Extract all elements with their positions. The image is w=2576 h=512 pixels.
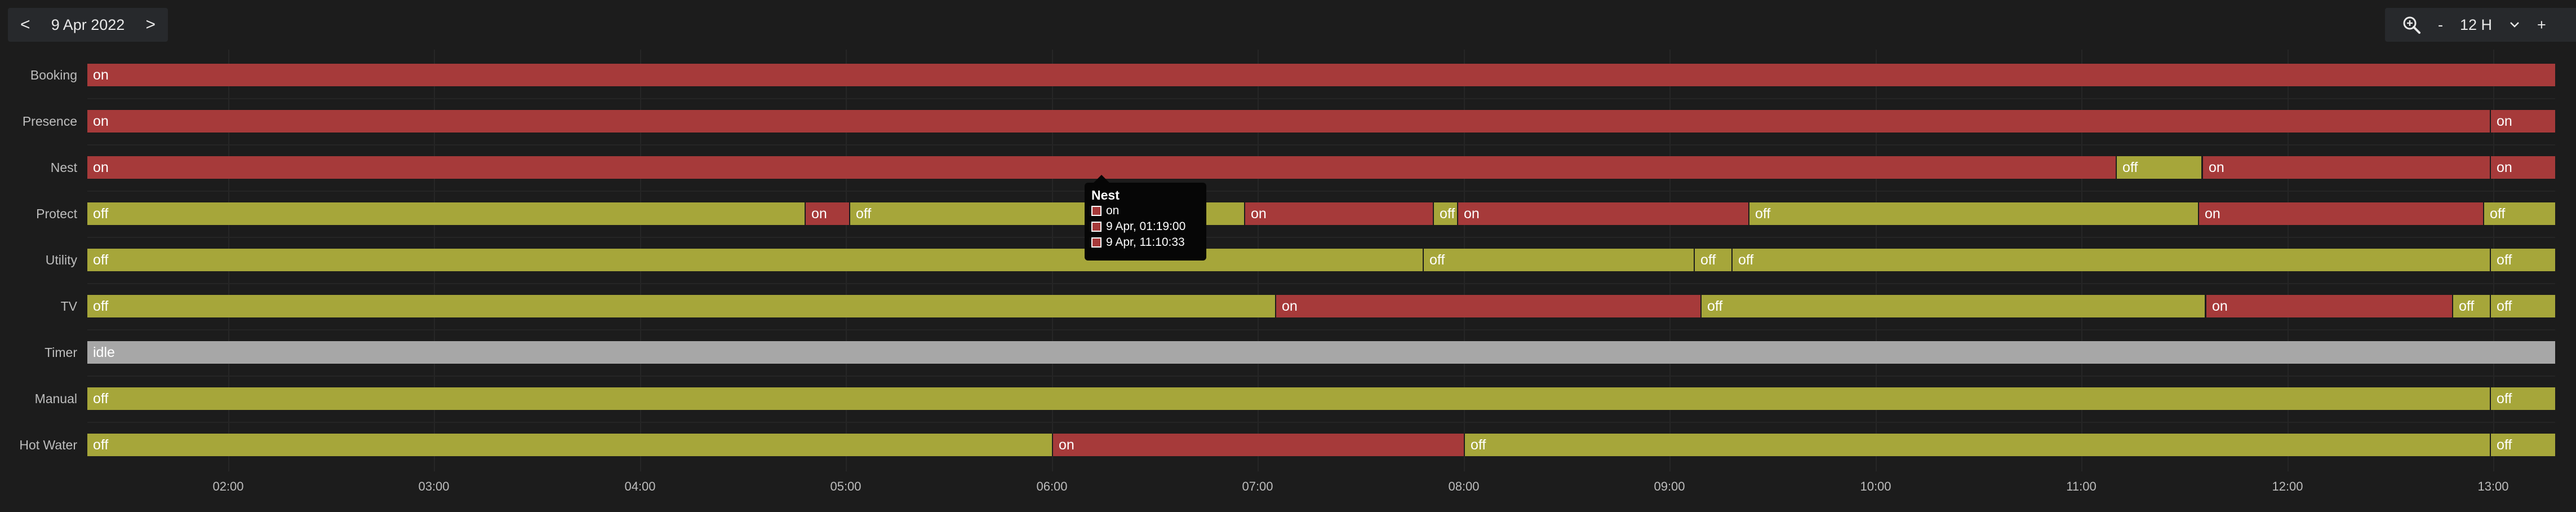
entity-label: Utility (45, 253, 77, 267)
tooltip-state-line: on (1091, 203, 1200, 219)
state-segment[interactable]: on (1244, 202, 1433, 225)
state-segment[interactable]: off (1700, 295, 2205, 317)
time-axis-tick: 06:00 (1036, 479, 1068, 493)
state-segment[interactable]: off (87, 249, 1423, 271)
state-segment[interactable]: off (1433, 202, 1457, 225)
state-segment[interactable]: off (2490, 295, 2555, 317)
row-separator (87, 237, 2555, 238)
zoom-in-magnifier-icon[interactable] (2402, 15, 2421, 34)
entity-label: Booking (30, 68, 77, 82)
range-select[interactable]: 12 H (2460, 16, 2493, 33)
state-segment[interactable]: off (2490, 387, 2555, 410)
tooltip-title: Nest (1091, 188, 1120, 202)
state-segment[interactable]: on (805, 202, 849, 225)
tooltip-state: on (1106, 204, 1120, 217)
state-segment[interactable]: on (1052, 434, 1464, 456)
tooltip-end: 9 Apr, 11:10:33 (1106, 236, 1185, 249)
zoom-controls: - 12 H + (2385, 8, 2576, 42)
row-separator (87, 283, 2555, 284)
tooltip-start: 9 Apr, 01:19:00 (1106, 220, 1186, 233)
state-segment[interactable]: off (1423, 249, 1694, 271)
state-segment[interactable]: on (87, 64, 2555, 86)
entity-label: TV (60, 299, 77, 314)
previous-day-button[interactable]: < (20, 15, 30, 34)
state-segment[interactable]: on (2205, 295, 2453, 317)
time-axis-tick: 11:00 (2066, 479, 2097, 493)
tooltip-color-swatch (1091, 206, 1102, 216)
entity-label: Timer (45, 345, 77, 360)
current-date[interactable]: 9 Apr 2022 (51, 16, 125, 33)
tooltip-start-line: 9 Apr, 01:19:00 (1091, 219, 1200, 235)
row-separator (87, 98, 2555, 99)
state-segment[interactable]: idle (87, 341, 2555, 364)
state-segment[interactable]: off (2116, 156, 2201, 179)
row-separator (87, 329, 2555, 330)
state-segment[interactable]: off (87, 434, 1052, 456)
time-axis-tick: 13:00 (2477, 479, 2509, 493)
state-segment[interactable]: off (1731, 249, 2490, 271)
state-segment[interactable]: on (2202, 156, 2490, 179)
state-segment[interactable]: off (1748, 202, 2198, 225)
row-separator (87, 144, 2555, 145)
state-segment[interactable]: on (1457, 202, 1749, 225)
entity-label: Presence (22, 114, 77, 129)
time-axis-tick: 10:00 (1860, 479, 1891, 493)
tooltip-color-swatch (1091, 222, 1102, 232)
row-separator (87, 376, 2555, 377)
state-segment[interactable]: on (2490, 110, 2555, 133)
tooltip-end-line: 9 Apr, 11:10:33 (1091, 235, 1200, 250)
time-axis-tick: 02:00 (212, 479, 244, 493)
entity-label: Nest (50, 160, 77, 175)
zoom-in-button[interactable]: + (2537, 16, 2546, 33)
state-segment[interactable]: off (2490, 434, 2555, 456)
row-separator (87, 422, 2555, 423)
time-axis-tick: 08:00 (1448, 479, 1480, 493)
state-segment[interactable]: off (2483, 202, 2555, 225)
next-day-button[interactable]: > (145, 15, 156, 34)
state-segment[interactable]: on (2490, 156, 2555, 179)
state-segment[interactable]: off (87, 387, 2490, 410)
state-segment[interactable]: on (2198, 202, 2483, 225)
state-segment[interactable]: off (1464, 434, 2490, 456)
time-axis-tick: 12:00 (2272, 479, 2303, 493)
entity-label: Hot Water (19, 438, 77, 452)
tooltip: Nest on 9 Apr, 01:19:00 9 Apr, 11:10:33 (1085, 175, 1206, 261)
date-picker: < 9 Apr 2022 > (8, 8, 168, 42)
time-axis-tick: 04:00 (624, 479, 656, 493)
state-segment[interactable]: off (2490, 249, 2555, 271)
time-axis-tick: 03:00 (418, 479, 450, 493)
state-segment[interactable]: on (1275, 295, 1700, 317)
state-segment[interactable]: off (2452, 295, 2490, 317)
time-axis-tick: 07:00 (1242, 479, 1273, 493)
entity-label: Manual (34, 391, 77, 406)
time-axis-tick: 05:00 (830, 479, 861, 493)
entity-label: Protect (36, 206, 77, 221)
chevron-down-icon[interactable] (2509, 21, 2520, 29)
state-segment[interactable]: off (87, 202, 805, 225)
state-segment[interactable]: off (87, 295, 1275, 317)
tooltip-color-swatch (1091, 237, 1102, 248)
time-axis-tick: 09:00 (1654, 479, 1685, 493)
state-segment[interactable]: off (1694, 249, 1731, 271)
zoom-out-button[interactable]: - (2438, 16, 2443, 33)
state-segment[interactable]: on (87, 110, 2490, 133)
row-separator (87, 191, 2555, 192)
